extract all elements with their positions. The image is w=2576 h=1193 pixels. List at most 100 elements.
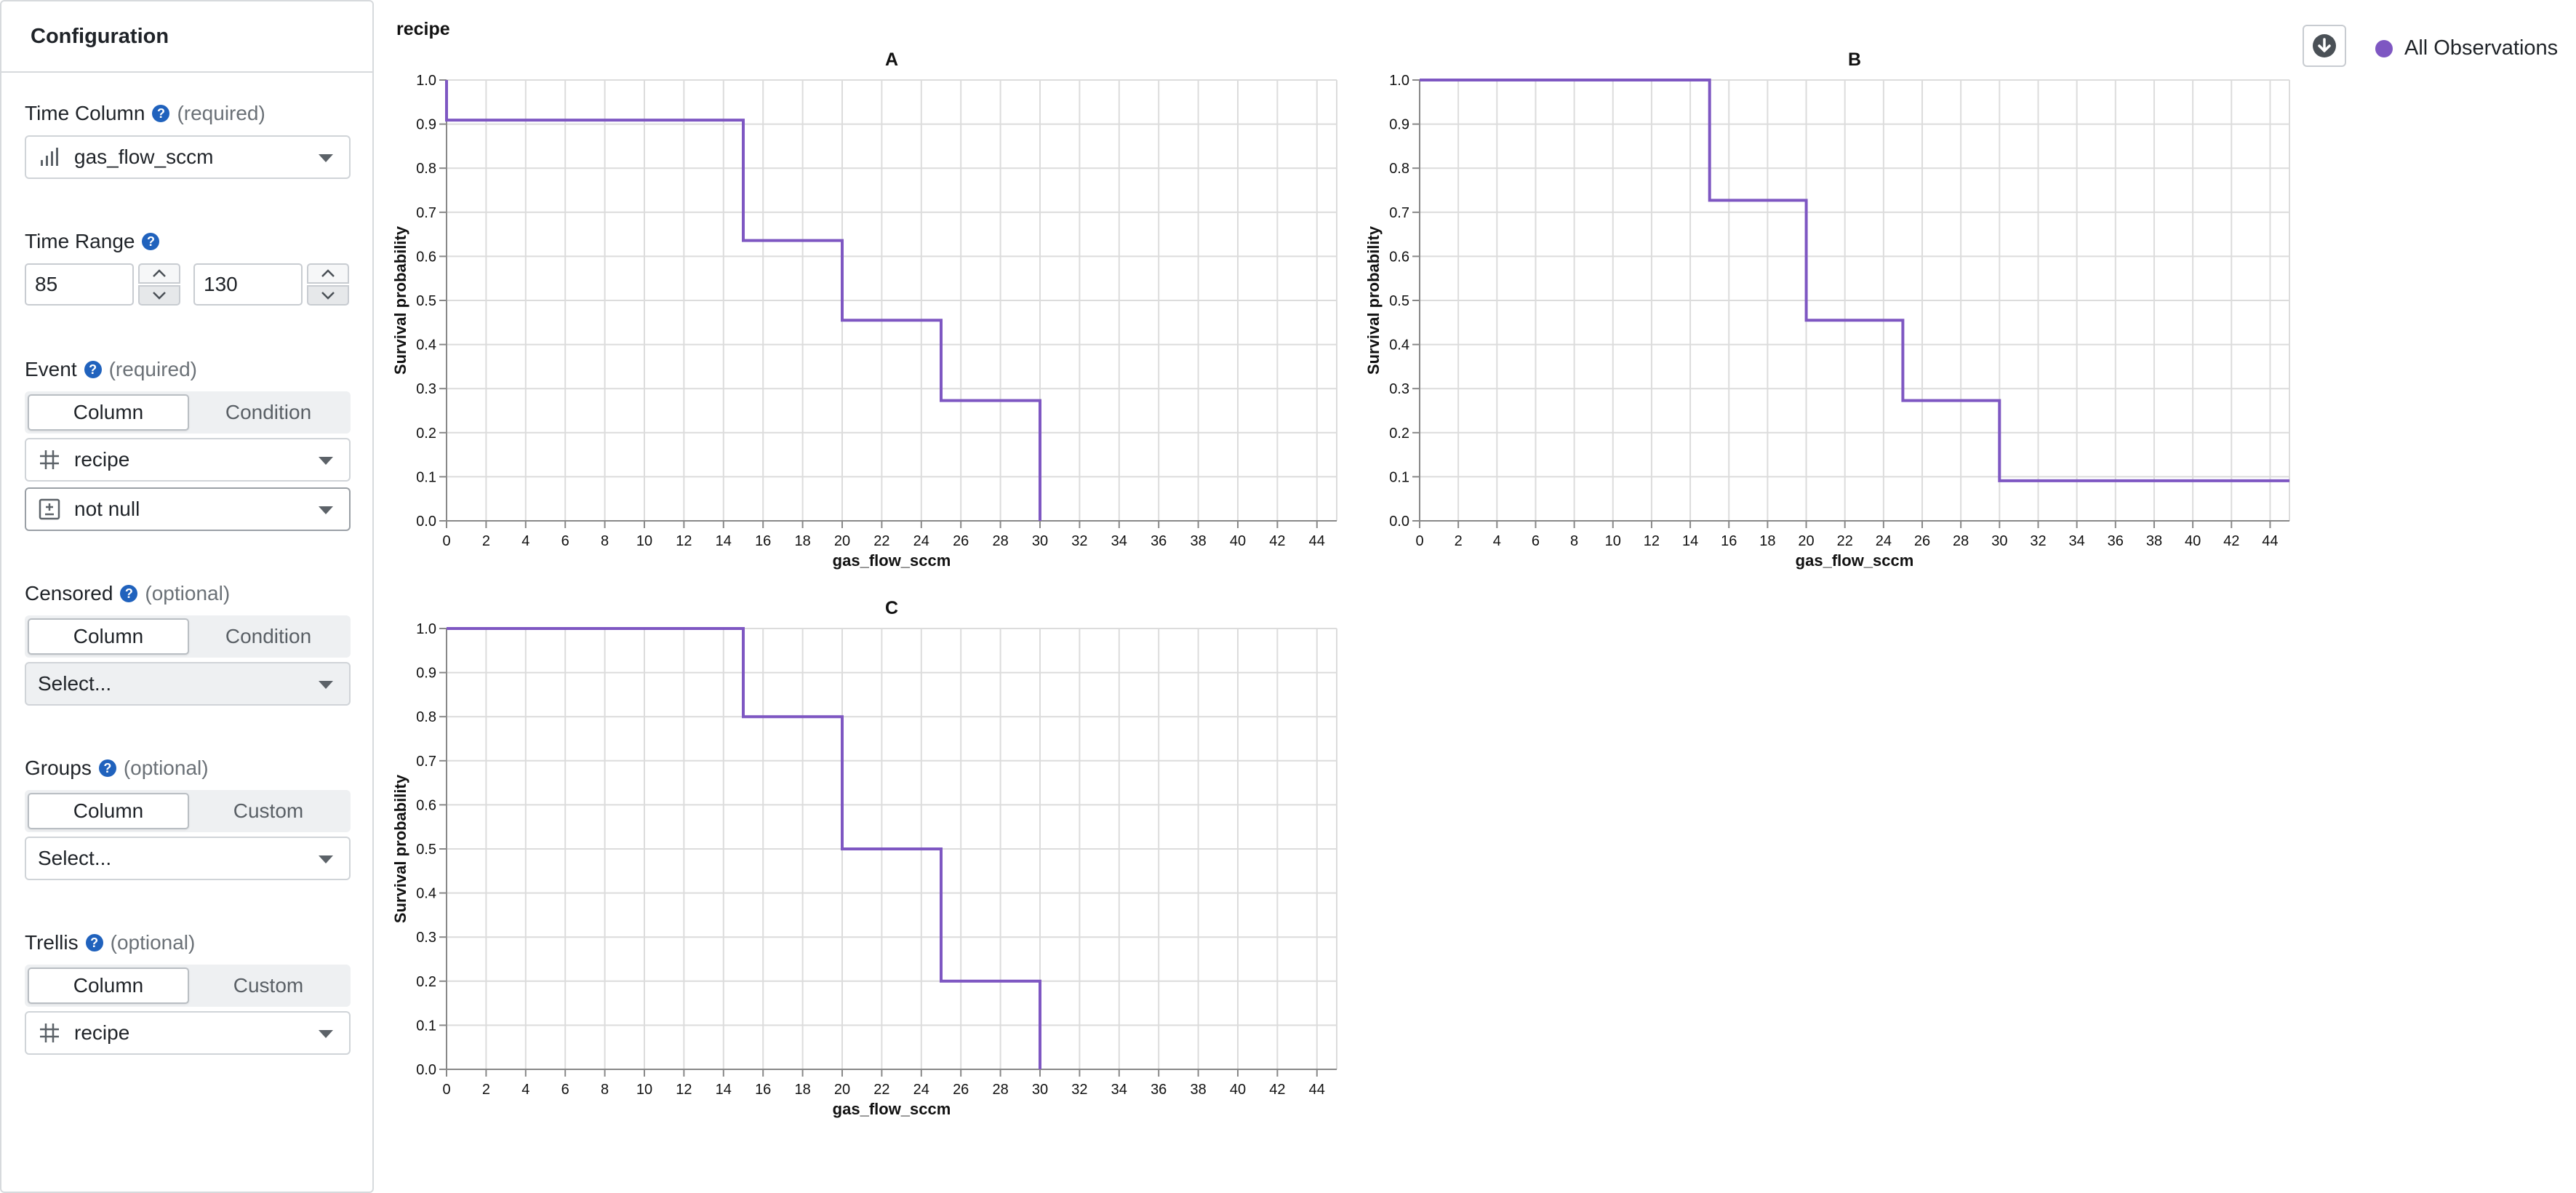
tab-custom[interactable]: Custom: [233, 974, 304, 997]
event-section: Event ? (required) Column Condition reci…: [25, 355, 351, 531]
trellis-mode-toggle: Column Custom: [25, 965, 351, 1007]
event-condition-value: not null: [74, 498, 140, 520]
x-tick-label: 16: [1721, 533, 1737, 549]
time-column-select[interactable]: gas_flow_sccm: [25, 135, 351, 179]
not-null-icon: [39, 498, 60, 520]
increment-button[interactable]: [307, 263, 349, 284]
trellis-title: recipe: [396, 19, 450, 39]
time-range-min-input[interactable]: 85: [25, 263, 134, 306]
x-axis-label: gas_flow_sccm: [1796, 551, 1914, 570]
increment-button[interactable]: [138, 263, 180, 284]
y-tick-label: 0.5: [1389, 293, 1409, 309]
x-tick-label: 32: [1071, 1082, 1087, 1098]
help-icon[interactable]: ?: [98, 759, 116, 777]
groups-label: Groups: [25, 757, 92, 779]
trellis-section: Trellis ? (optional) Column Custom recip…: [25, 928, 351, 1055]
x-tick-label: 14: [716, 533, 732, 549]
y-tick-label: 0.6: [416, 249, 436, 265]
time-column-section: Time Column ? (required) gas_flow_sccm: [25, 99, 351, 179]
y-tick-label: 0.2: [416, 426, 436, 442]
time-range-max-stepper[interactable]: [307, 263, 349, 306]
y-tick-label: 0.3: [1389, 381, 1409, 397]
x-tick-label: 10: [1605, 533, 1621, 549]
x-tick-label: 34: [2069, 533, 2085, 549]
survival-curve: [447, 627, 1041, 1069]
groups-section: Groups ? (optional) Column Custom Select…: [25, 754, 351, 880]
x-tick-label: 44: [1309, 1082, 1325, 1098]
x-tick-label: 24: [913, 1082, 929, 1098]
x-tick-label: 14: [716, 1082, 732, 1098]
x-tick-label: 8: [1570, 533, 1578, 549]
survival-curve: [1420, 79, 2289, 482]
x-tick-label: 42: [1269, 533, 1285, 549]
y-tick-label: 0.9: [416, 666, 436, 682]
x-tick-label: 38: [1190, 1082, 1206, 1098]
trellis-select[interactable]: recipe: [25, 1011, 351, 1055]
chevron-down-icon: [319, 1030, 333, 1038]
x-tick-label: 38: [1190, 533, 1206, 549]
x-tick-label: 42: [1269, 1082, 1285, 1098]
help-icon[interactable]: ?: [85, 934, 103, 951]
time-range-max-input[interactable]: 130: [193, 263, 303, 306]
y-tick-label: 0.0: [1389, 514, 1409, 530]
help-icon[interactable]: ?: [120, 585, 138, 602]
time-column-label: Time Column: [25, 102, 145, 124]
x-tick-label: 18: [1759, 533, 1775, 549]
help-icon[interactable]: ?: [152, 105, 170, 122]
x-tick-label: 0: [442, 533, 450, 549]
x-tick-label: 38: [2146, 533, 2162, 549]
y-tick-label: 0.8: [416, 161, 436, 177]
x-tick-label: 14: [1682, 533, 1698, 549]
y-tick-label: 0.7: [1389, 205, 1409, 221]
tab-condition[interactable]: Condition: [225, 401, 312, 423]
time-range-min-stepper[interactable]: [138, 263, 180, 306]
censored-select[interactable]: Select...: [25, 662, 351, 706]
y-tick-label: 0.7: [416, 754, 436, 770]
event-column-value: recipe: [74, 448, 130, 471]
tab-column[interactable]: Column: [28, 967, 189, 1004]
chevron-down-icon: [321, 292, 335, 300]
help-icon[interactable]: ?: [142, 233, 160, 250]
x-tick-label: 26: [1914, 533, 1930, 549]
x-tick-label: 34: [1111, 1082, 1127, 1098]
tab-column[interactable]: Column: [28, 618, 189, 655]
x-tick-label: 6: [561, 1082, 569, 1098]
download-icon: [2313, 34, 2336, 57]
x-tick-label: 18: [794, 533, 810, 549]
event-condition-select[interactable]: not null: [25, 487, 351, 531]
y-tick-label: 0.5: [416, 842, 436, 858]
event-column-select[interactable]: recipe: [25, 438, 351, 482]
x-axis-label: gas_flow_sccm: [833, 1100, 951, 1118]
x-tick-label: 36: [1151, 1082, 1167, 1098]
tab-condition[interactable]: Condition: [225, 625, 312, 647]
tab-column[interactable]: Column: [28, 394, 189, 431]
y-tick-label: 1.0: [416, 73, 436, 89]
decrement-button[interactable]: [307, 285, 349, 306]
chart-title: B: [1848, 49, 1861, 70]
y-tick-label: 0.2: [416, 974, 436, 990]
x-tick-label: 32: [2030, 533, 2046, 549]
x-tick-label: 44: [2262, 533, 2278, 549]
x-tick-label: 24: [913, 533, 929, 549]
help-icon[interactable]: ?: [84, 361, 102, 378]
x-tick-label: 28: [1953, 533, 1969, 549]
chevron-down-icon: [153, 292, 166, 300]
x-tick-label: 44: [1309, 533, 1325, 549]
groups-select[interactable]: Select...: [25, 837, 351, 880]
survival-curve: [445, 80, 1041, 521]
decrement-button[interactable]: [138, 285, 180, 306]
y-tick-label: 0.0: [416, 1062, 436, 1078]
x-tick-label: 12: [676, 1082, 692, 1098]
y-tick-label: 1.0: [1389, 73, 1409, 89]
y-tick-label: 0.1: [1389, 469, 1409, 485]
tab-column[interactable]: Column: [28, 793, 189, 829]
x-tick-label: 32: [1071, 533, 1087, 549]
groups-mode-toggle: Column Custom: [25, 790, 351, 832]
download-button[interactable]: [2303, 25, 2346, 67]
trellis-value: recipe: [74, 1021, 130, 1044]
x-tick-label: 6: [561, 533, 569, 549]
chevron-up-icon: [153, 269, 166, 277]
y-tick-label: 0.1: [416, 1018, 436, 1034]
tab-custom[interactable]: Custom: [233, 799, 304, 822]
